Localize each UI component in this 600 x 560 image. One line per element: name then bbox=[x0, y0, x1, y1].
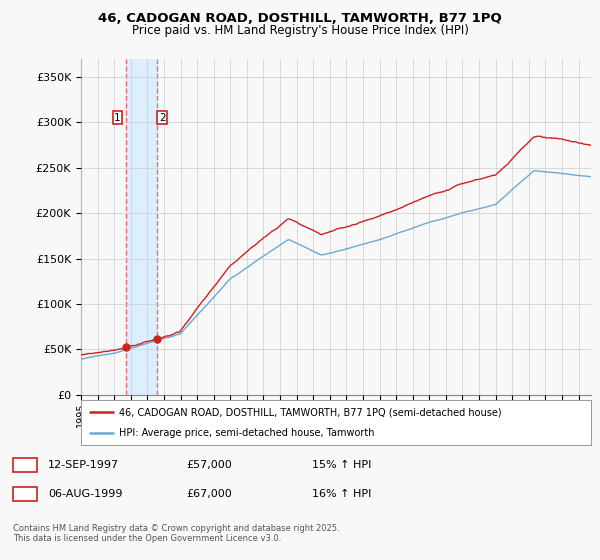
Text: £67,000: £67,000 bbox=[186, 489, 232, 499]
Text: 06-AUG-1999: 06-AUG-1999 bbox=[48, 489, 122, 499]
Text: 12-SEP-1997: 12-SEP-1997 bbox=[48, 460, 119, 470]
Text: £57,000: £57,000 bbox=[186, 460, 232, 470]
Text: 46, CADOGAN ROAD, DOSTHILL, TAMWORTH, B77 1PQ (semi-detached house): 46, CADOGAN ROAD, DOSTHILL, TAMWORTH, B7… bbox=[119, 408, 502, 418]
Text: Price paid vs. HM Land Registry's House Price Index (HPI): Price paid vs. HM Land Registry's House … bbox=[131, 24, 469, 37]
Text: 16% ↑ HPI: 16% ↑ HPI bbox=[312, 489, 371, 499]
Text: 46, CADOGAN ROAD, DOSTHILL, TAMWORTH, B77 1PQ: 46, CADOGAN ROAD, DOSTHILL, TAMWORTH, B7… bbox=[98, 12, 502, 25]
Bar bbox=[126, 59, 157, 395]
Text: 2: 2 bbox=[159, 113, 166, 123]
Text: 2: 2 bbox=[22, 489, 29, 499]
Text: 1: 1 bbox=[114, 113, 121, 123]
Text: 1: 1 bbox=[22, 460, 29, 470]
Text: 15% ↑ HPI: 15% ↑ HPI bbox=[312, 460, 371, 470]
Text: Contains HM Land Registry data © Crown copyright and database right 2025.
This d: Contains HM Land Registry data © Crown c… bbox=[13, 524, 340, 543]
Text: HPI: Average price, semi-detached house, Tamworth: HPI: Average price, semi-detached house,… bbox=[119, 428, 375, 438]
